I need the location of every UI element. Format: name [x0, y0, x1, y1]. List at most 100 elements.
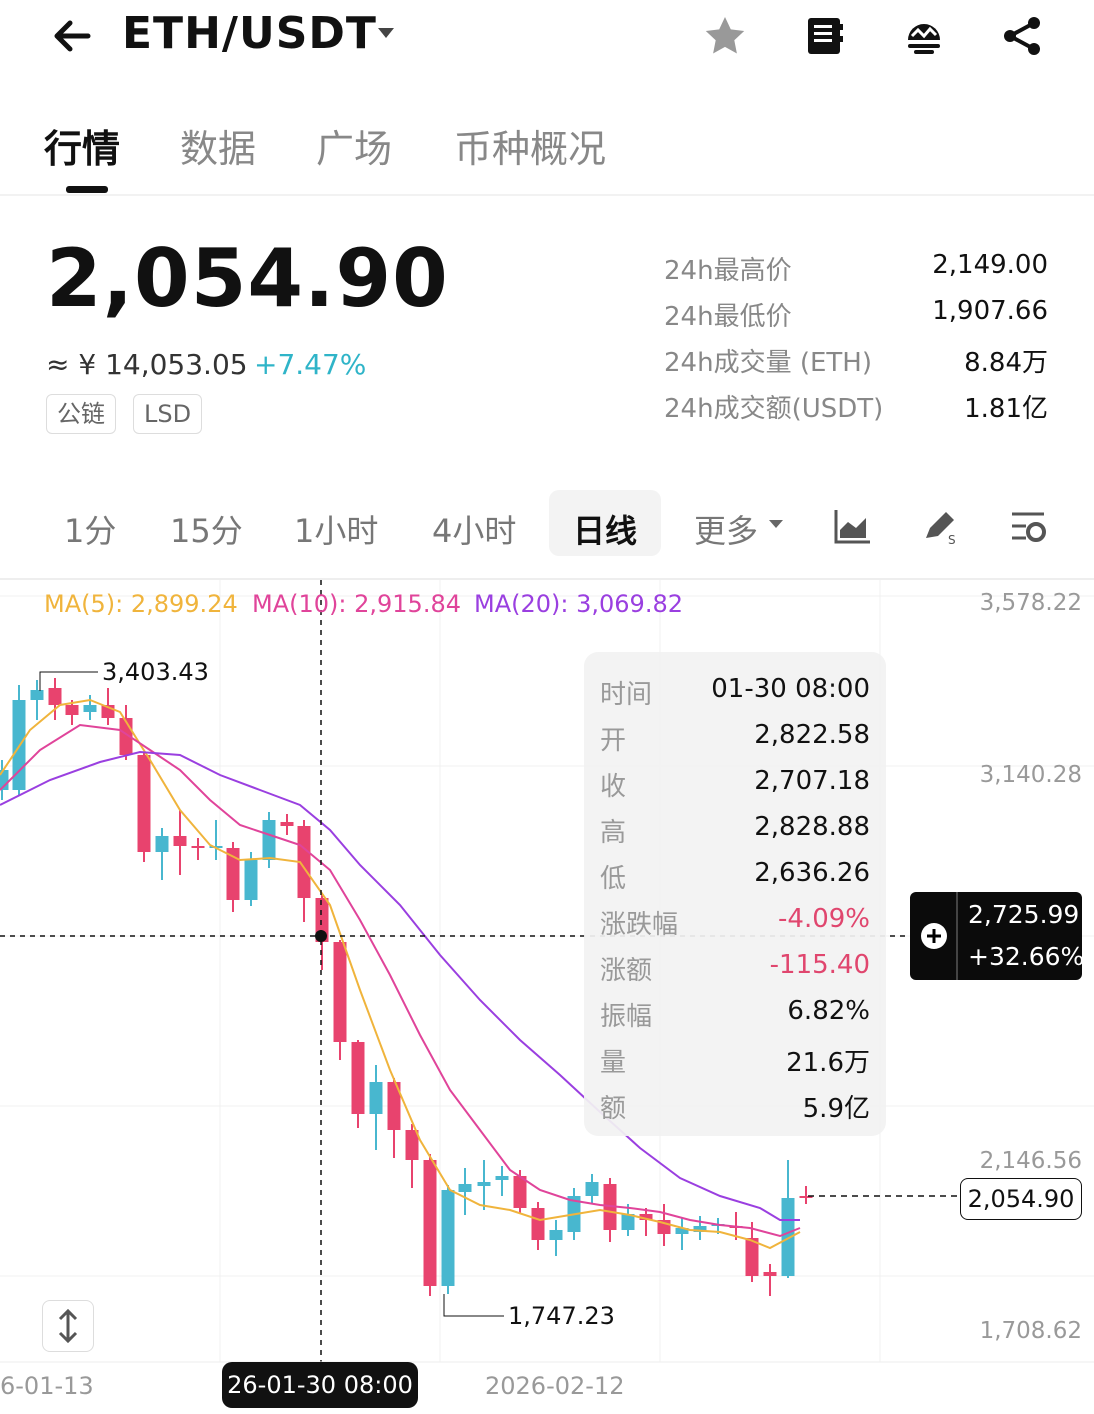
candle-body	[387, 1082, 401, 1130]
tooltip-value: 2,707.18	[754, 766, 870, 796]
notebook-icon[interactable]	[802, 14, 846, 58]
divider	[956, 892, 958, 980]
crosshair-pct: +32.66%	[968, 942, 1085, 971]
high-annotation-line	[39, 671, 98, 691]
candlestick-chart[interactable]	[0, 580, 1094, 1414]
candle-body	[745, 1238, 759, 1276]
tooltip-label: 量	[600, 1048, 627, 1078]
stat-label-turnover: 24h成交额(USDT)	[664, 394, 884, 424]
candle-body	[531, 1208, 545, 1240]
candle-body	[639, 1214, 653, 1220]
tab-square[interactable]: 广场	[316, 127, 393, 171]
interval-more[interactable]: 更多	[694, 512, 759, 550]
candle-body	[333, 942, 347, 1042]
tooltip-label: 涨额	[600, 956, 653, 986]
active-interval-bg	[549, 490, 661, 556]
ma10-line	[0, 723, 801, 1238]
active-tab-indicator	[66, 186, 108, 193]
candle-body	[693, 1226, 707, 1232]
tooltip-value: 2,822.58	[754, 720, 870, 750]
stat-label-low: 24h最低价	[664, 302, 792, 332]
tooltip-value: 01-30 08:00	[711, 674, 870, 704]
candle-body	[30, 690, 44, 700]
crosshair-dot	[315, 930, 327, 942]
trading-pair-title[interactable]: ETH/USDT	[122, 8, 377, 59]
high-annotation: 3,403.43	[102, 658, 209, 686]
candle-body	[675, 1228, 689, 1234]
y-axis-label: 3,578.22	[979, 590, 1082, 616]
candle-body	[173, 836, 187, 846]
caret-down-icon[interactable]	[769, 520, 783, 528]
indicator-settings-icon[interactable]	[1008, 506, 1048, 546]
tab-coin-overview[interactable]: 币种概况	[454, 127, 607, 171]
share-icon[interactable]	[1000, 14, 1044, 58]
interval-15m[interactable]: 15分	[170, 512, 243, 550]
price-change-pct: +7.47%	[254, 348, 367, 381]
tooltip-value: 5.9亿	[802, 1094, 870, 1124]
candle-body	[405, 1130, 419, 1160]
plus-circle-icon[interactable]	[918, 920, 950, 952]
candle-body	[297, 826, 311, 898]
stat-value-low: 1,907.66	[932, 296, 1048, 326]
tag-public-chain[interactable]: 公链	[46, 394, 116, 434]
candle-body	[763, 1272, 777, 1276]
ma5-line	[0, 698, 801, 1250]
bot-icon[interactable]	[902, 14, 946, 58]
x-axis-label: 6-01-13	[0, 1372, 94, 1400]
candle-body	[244, 860, 258, 900]
tooltip-value: 2,636.26	[754, 858, 870, 888]
candle-body	[549, 1230, 563, 1240]
tooltip-label: 高	[600, 818, 627, 848]
low-annotation: 1,747.23	[508, 1302, 615, 1330]
svg-text:S: S	[948, 533, 956, 546]
candle-body	[495, 1176, 509, 1180]
stat-value-turnover: 1.81亿	[964, 394, 1048, 424]
interval-1m[interactable]: 1分	[64, 512, 117, 550]
stat-label-high: 24h最高价	[664, 256, 792, 286]
candle-body	[369, 1082, 383, 1114]
tooltip-label: 收	[600, 772, 627, 802]
ma10-label: MA(10): 2,915.84	[252, 590, 461, 618]
interval-1d[interactable]: 日线	[573, 512, 638, 550]
ohlc-tooltip	[584, 652, 886, 1136]
y-axis-label: 2,146.56	[979, 1148, 1082, 1174]
stat-value-high: 2,149.00	[932, 250, 1048, 280]
candle-body	[585, 1182, 599, 1196]
caret-down-icon[interactable]	[378, 28, 394, 38]
tag-lsd[interactable]: LSD	[133, 394, 203, 434]
candle-body	[48, 688, 62, 705]
approx-cny-price: ≈ ¥ 14,053.05	[46, 348, 248, 381]
last-price-label: 2,054.90	[960, 1178, 1082, 1220]
y-axis-label: 3,140.28	[979, 762, 1082, 788]
draw-icon[interactable]: S	[920, 506, 960, 546]
interval-4h[interactable]: 4小时	[432, 512, 517, 550]
candle-body	[262, 820, 276, 860]
y-axis-label: 1,708.62	[979, 1318, 1082, 1344]
x-axis-label: 2026-02-12	[485, 1372, 625, 1400]
tab-data[interactable]: 数据	[180, 127, 257, 171]
tooltip-label: 开	[600, 726, 627, 756]
interval-1h[interactable]: 1小时	[294, 512, 379, 550]
candle-body	[458, 1184, 472, 1192]
candle-body	[137, 755, 151, 852]
ma20-label: MA(20): 3,069.82	[474, 590, 683, 618]
stat-label-volume: 24h成交量 (ETH)	[664, 348, 872, 378]
chart-type-icon[interactable]	[832, 506, 872, 546]
tooltip-label: 涨跌幅	[600, 910, 679, 940]
tooltip-value: 2,828.88	[754, 812, 870, 842]
candle-body	[155, 836, 169, 852]
star-icon[interactable]	[703, 14, 747, 58]
tooltip-label: 低	[600, 864, 627, 894]
tooltip-label: 时间	[600, 680, 653, 710]
stat-value-volume: 8.84万	[964, 348, 1048, 378]
ma5-label: MA(5): 2,899.24	[44, 590, 238, 618]
crosshair-x-label: 26-01-30 08:00	[222, 1362, 418, 1408]
candle-body	[799, 1196, 813, 1198]
tooltip-value: 6.82%	[787, 996, 870, 1026]
ma20-line	[0, 750, 800, 1221]
expand-vertical-button[interactable]	[42, 1300, 94, 1352]
tab-market[interactable]: 行情	[44, 127, 121, 171]
tooltip-value: -4.09%	[778, 904, 870, 934]
candle-body	[83, 705, 97, 712]
back-arrow-icon[interactable]	[50, 14, 94, 58]
